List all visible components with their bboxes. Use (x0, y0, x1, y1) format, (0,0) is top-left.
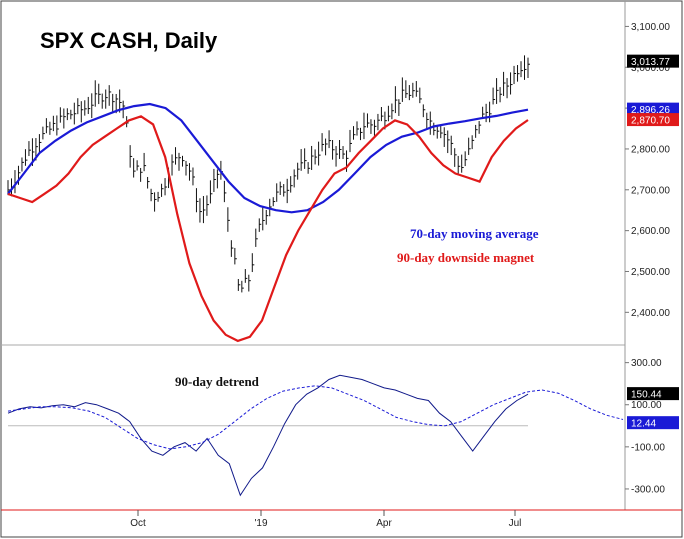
detrend-y-tick-label: -100.00 (631, 442, 665, 453)
x-tick-label: Jul (509, 518, 522, 529)
detrend-y-tick-label: 100.00 (631, 400, 662, 411)
detrend-y-tick-label: 300.00 (631, 358, 662, 369)
price-tag-bg (627, 102, 679, 116)
x-tick-label: Oct (130, 518, 146, 529)
x-ticks: Oct '19 Apr Jul (130, 510, 521, 529)
detrend-y-tick-label: -300.00 (631, 484, 665, 495)
detrend-tag-bg (627, 416, 679, 430)
price-tag-bg (627, 54, 679, 68)
chart-title: SPX CASH, Daily (40, 28, 218, 53)
price-bars (7, 55, 530, 293)
ma70-series-line (7, 102, 529, 214)
price-y-tick-label: 2,500.00 (631, 267, 670, 278)
price-tag-label: 2,870.70 (631, 116, 670, 127)
x-tick-label: Apr (376, 518, 392, 529)
price-y-tick-label: 3,000.00 (631, 63, 670, 74)
x-tick-label: '19 (254, 518, 267, 529)
legend-magnet90: 90-day downside magnet (397, 250, 535, 265)
detrend-y-ticks: 300.00 100.00 -100.00 -300.00 (625, 358, 665, 495)
price-tag-label: 2,896.26 (631, 105, 670, 116)
detrend-tag-label: 150.44 (631, 390, 662, 401)
magnet90-series-line (7, 115, 529, 343)
price-y-tick-label: 2,400.00 (631, 308, 670, 319)
price-tags: 3,013.77 2,896.262,870.70 (627, 54, 679, 127)
price-y-tick-label: 2,800.00 (631, 144, 670, 155)
price-y-tick-label: 2,600.00 (631, 226, 670, 237)
price-y-tick-label: 2,700.00 (631, 185, 670, 196)
detrend-tag-label: 12.44 (631, 419, 656, 430)
detrend-tag-bg (627, 387, 679, 401)
price-tag-label: 3,013.77 (631, 57, 670, 68)
detrend-label: 90-day detrend (175, 374, 260, 389)
detrend-series-line (7, 374, 529, 497)
legend-ma70: 70-day moving average (410, 226, 539, 241)
detrend-tags: 150.44 12.44 (627, 387, 679, 430)
cycle-projection-line (7, 385, 624, 450)
price-tag-bg (627, 113, 679, 127)
price-y-tick-label: 3,100.00 (631, 22, 670, 33)
